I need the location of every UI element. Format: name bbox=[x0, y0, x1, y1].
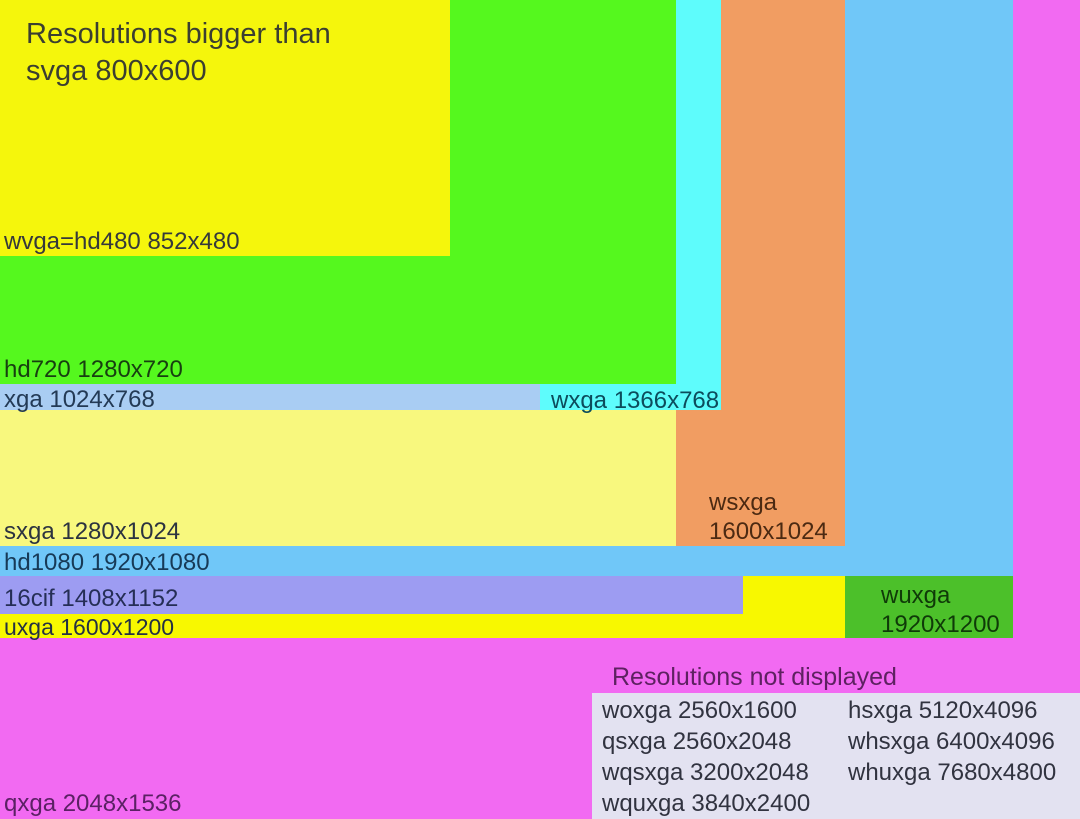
note-item-wquxga: wquxga 3840x2400 bbox=[602, 790, 811, 817]
resolutions-not-displayed-title: Resolutions not displayed bbox=[612, 663, 897, 691]
diagram-title: Resolutions bigger than svga 800x600 bbox=[26, 18, 331, 88]
note-item-wqsxga: wqsxga 3200x2048 bbox=[602, 759, 809, 786]
note-item-whsxga: whsxga 6400x4096 bbox=[848, 728, 1055, 755]
note-column-1: woxga 2560x1600 qsxga 2560x2048 wqsxga 3… bbox=[602, 695, 848, 819]
note-column-2: hsxga 5120x4096 whsxga 6400x4096 whuxga … bbox=[848, 695, 1080, 819]
rect-wvga bbox=[0, 0, 450, 256]
resolutions-not-displayed-box: woxga 2560x1600 qsxga 2560x2048 wqsxga 3… bbox=[592, 693, 1080, 819]
note-item-qsxga: qsxga 2560x2048 bbox=[602, 728, 792, 755]
note-item-whuxga: whuxga 7680x4800 bbox=[848, 759, 1057, 786]
note-item-hsxga: hsxga 5120x4096 bbox=[848, 697, 1038, 724]
note-item-woxga: woxga 2560x1600 bbox=[602, 697, 797, 724]
